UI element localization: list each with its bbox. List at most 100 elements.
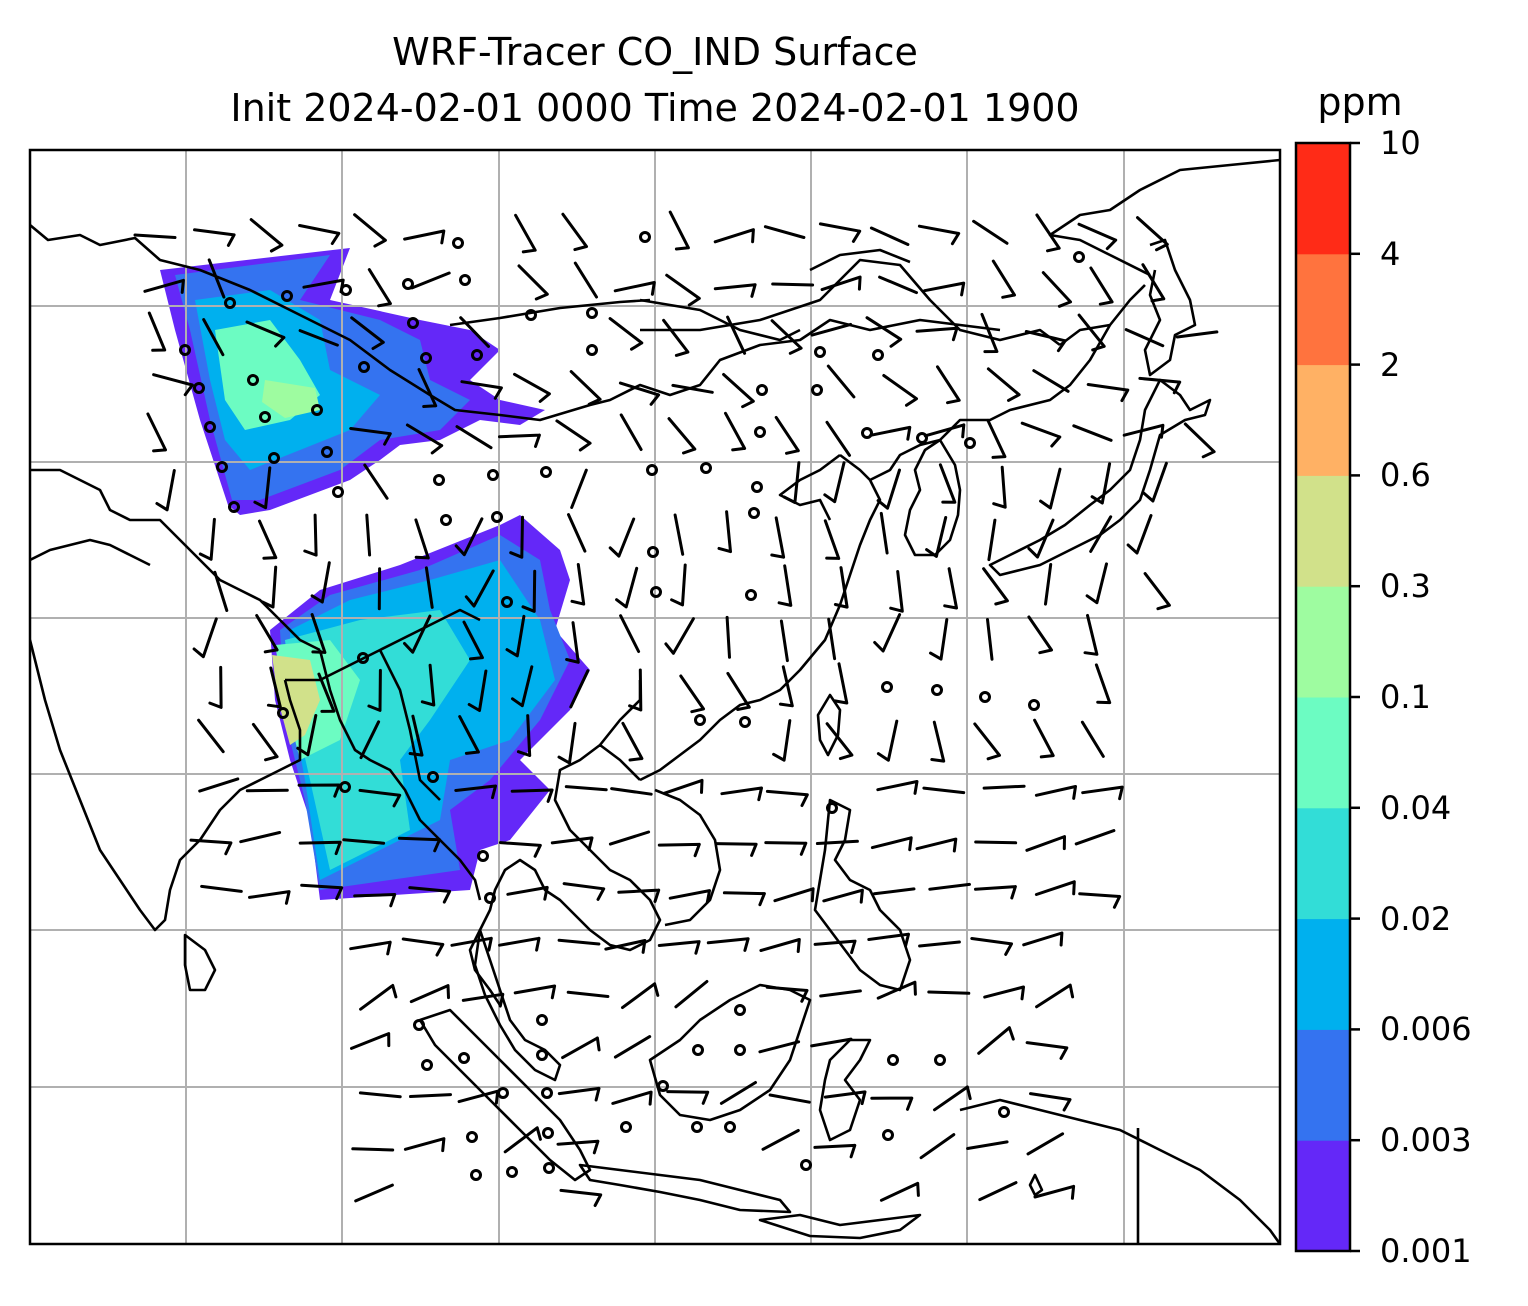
wind-barb bbox=[567, 513, 587, 553]
calm-circle bbox=[470, 1169, 482, 1181]
calm-circle bbox=[339, 781, 351, 793]
wind-barb bbox=[608, 517, 636, 558]
calm-circle bbox=[724, 1121, 736, 1133]
wind-barb bbox=[825, 722, 854, 761]
colorbar-swatch bbox=[1296, 253, 1350, 366]
wind-barb bbox=[774, 415, 800, 455]
calm-circle bbox=[540, 466, 552, 478]
wind-barb bbox=[813, 939, 857, 955]
wind-barb bbox=[822, 888, 864, 904]
wind-barb bbox=[878, 275, 918, 295]
wind-barb bbox=[1081, 785, 1124, 801]
wind-barb bbox=[726, 315, 747, 355]
wind-barb bbox=[562, 882, 606, 901]
wind-barb bbox=[813, 1143, 857, 1159]
wind-barb bbox=[679, 674, 705, 714]
wind-barb bbox=[408, 714, 424, 757]
calm-circle bbox=[814, 346, 826, 358]
wind-barb bbox=[310, 613, 327, 654]
calm-circle bbox=[259, 411, 271, 423]
wind-barb bbox=[1183, 422, 1216, 459]
wind-barb bbox=[239, 831, 282, 844]
wind-barb bbox=[662, 778, 704, 795]
calm-circle bbox=[861, 427, 873, 439]
calm-markers bbox=[179, 231, 1085, 1181]
wind-barb bbox=[782, 461, 801, 504]
calm-circle bbox=[700, 462, 712, 474]
wind-barb bbox=[414, 518, 430, 560]
wind-barb bbox=[992, 465, 1007, 509]
plume-northwest-hot bbox=[262, 380, 320, 418]
wind-barb bbox=[771, 282, 815, 287]
wind-barb bbox=[628, 668, 643, 712]
calm-circle bbox=[650, 586, 662, 598]
wind-barb bbox=[973, 722, 1001, 761]
calm-circle bbox=[321, 446, 333, 458]
wind-barb bbox=[1034, 880, 1076, 896]
wind-barb bbox=[983, 985, 1025, 1001]
wind-barb bbox=[933, 1085, 972, 1112]
wind-barb bbox=[825, 420, 851, 457]
wind-barb bbox=[1039, 467, 1062, 510]
calm-circle bbox=[332, 486, 344, 498]
wind-barb bbox=[889, 570, 904, 613]
wind-barb bbox=[349, 940, 392, 956]
wind-barb bbox=[1072, 424, 1113, 442]
wind-barb bbox=[251, 722, 279, 762]
wind-barb bbox=[978, 1181, 1018, 1202]
wind-barb bbox=[424, 566, 434, 609]
wind-barb bbox=[657, 940, 701, 955]
wind-barb bbox=[925, 516, 948, 558]
calm-circle bbox=[458, 1052, 470, 1064]
wind-barb bbox=[503, 1126, 542, 1154]
wind-barb bbox=[1025, 835, 1066, 852]
wind-barb bbox=[991, 259, 1016, 299]
wind-barb bbox=[673, 513, 685, 556]
wind-barb bbox=[207, 258, 226, 299]
wind-barb bbox=[713, 283, 757, 298]
wind-barb bbox=[354, 1183, 394, 1203]
wind-barb bbox=[208, 665, 223, 709]
wind-barb bbox=[505, 614, 526, 658]
wind-barb bbox=[365, 513, 372, 557]
wind-barb bbox=[615, 566, 639, 609]
wind-barb bbox=[618, 381, 661, 406]
wind-barb bbox=[820, 275, 862, 292]
wind-barb bbox=[917, 224, 961, 246]
wind-barb bbox=[258, 519, 278, 560]
calm-circle bbox=[407, 317, 419, 329]
wind-barb bbox=[818, 222, 862, 243]
wind-barb bbox=[550, 836, 594, 851]
calm-circle bbox=[739, 716, 751, 728]
calm-circle bbox=[756, 384, 768, 396]
wind-barb bbox=[879, 511, 889, 555]
wind-barb bbox=[561, 212, 588, 252]
wind-barb bbox=[717, 510, 732, 554]
wind-barb bbox=[557, 721, 577, 765]
colorbar-swatch bbox=[1296, 697, 1350, 809]
tracer-plumes bbox=[160, 248, 590, 900]
colorbar-tick-label: 0.1 bbox=[1380, 678, 1431, 716]
wind-barb bbox=[919, 1133, 956, 1160]
calm-circle bbox=[748, 507, 760, 519]
wind-barb bbox=[1020, 421, 1062, 448]
wind-barb bbox=[213, 570, 229, 612]
wind-barb bbox=[977, 1026, 1015, 1055]
wind-barb bbox=[706, 937, 750, 952]
wind-barb bbox=[509, 515, 524, 559]
wind-barb bbox=[1033, 718, 1055, 759]
wind-barb bbox=[351, 1147, 395, 1152]
colorbar-swatch bbox=[1296, 807, 1350, 920]
wind-barb bbox=[765, 789, 809, 807]
colorbar-swatch bbox=[1296, 586, 1350, 698]
calm-circle bbox=[281, 290, 293, 302]
wind-barb bbox=[613, 281, 656, 296]
wind-barb bbox=[467, 669, 488, 712]
wind-barb bbox=[458, 715, 480, 755]
wind-barb bbox=[714, 842, 758, 857]
wind-barb bbox=[758, 1040, 801, 1054]
calm-circle bbox=[541, 1087, 553, 1099]
wind-barb bbox=[1074, 829, 1116, 846]
wind-barb bbox=[420, 663, 436, 707]
wind-barb bbox=[869, 226, 910, 246]
